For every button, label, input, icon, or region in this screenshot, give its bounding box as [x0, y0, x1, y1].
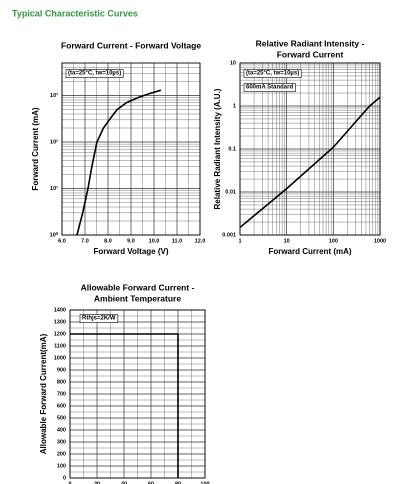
annotation: (ta=25°C, tw=10µs) [68, 71, 121, 77]
x-tick-label: 0 [68, 481, 71, 484]
x-axis-label: Forward Voltage (V) [94, 247, 169, 256]
x-tick-label: 6.0 [58, 238, 66, 244]
y-tick-label: 1200 [54, 331, 66, 337]
y-tick-label: 300 [57, 439, 66, 445]
y-tick-label: 800 [57, 379, 66, 385]
x-tick-label: 9.0 [127, 238, 135, 244]
x-tick-label: 7.0 [81, 238, 89, 244]
annotation: Rthjs=2K/W [82, 316, 116, 322]
y-tick-label: 1 [233, 103, 236, 109]
chart-title: Relative Radiant Intensity - [256, 38, 365, 48]
series-line [239, 96, 381, 229]
x-tick-label: 20 [94, 481, 100, 484]
y-tick-label: 10¹ [50, 185, 58, 192]
y-tick-label: 600 [57, 403, 66, 409]
y-tick-label: 10³ [50, 92, 58, 99]
y-tick-label: 200 [57, 451, 66, 457]
plot-frame [239, 62, 381, 236]
y-tick-label: 1000 [54, 355, 66, 361]
y-tick-label: 1100 [54, 343, 66, 349]
y-axis-label: Relative Radiant Intensity (A.U.) [213, 88, 222, 209]
annotation: 600mA Standard [246, 85, 293, 91]
chart-title: Forward Current - Forward Voltage [61, 40, 201, 50]
plot-frame [61, 62, 201, 236]
page-title: Typical Characteristic Curves [12, 8, 138, 18]
x-tick-label: 11.0 [172, 238, 182, 244]
y-axis-label: Allowable Forward Current(mA) [39, 333, 48, 454]
x-tick-label: 100 [329, 238, 338, 244]
annotation-box [243, 83, 296, 92]
y-tick-label: 10⁰ [50, 231, 59, 238]
y-tick-label: 0.001 [222, 232, 236, 238]
y-tick-label: 400 [57, 427, 66, 433]
x-tick-label: 80 [175, 481, 181, 484]
chart-title: Ambient Temperature [94, 293, 181, 303]
x-tick-label: 10.0 [149, 238, 160, 244]
y-tick-label: 700 [57, 391, 66, 397]
y-tick-label: 10² [50, 138, 58, 145]
x-tick-label: 10 [284, 238, 290, 244]
x-tick-label: 40 [121, 481, 127, 484]
y-tick-label: 100 [57, 463, 66, 469]
y-tick-label: 0.01 [225, 189, 236, 195]
chart-title: Allowable Forward Current - [81, 282, 195, 292]
plot-frame [69, 309, 206, 479]
y-tick-label: 0 [63, 475, 66, 481]
y-tick-label: 0.1 [228, 146, 236, 152]
x-tick-label: 1000 [374, 238, 386, 244]
y-axis-label: Forward Current (mA) [31, 107, 40, 190]
x-tick-label: 12.0 [195, 238, 206, 244]
annotation-box [243, 69, 302, 78]
annotation-box [65, 69, 124, 78]
series-line [70, 333, 179, 478]
chart-title: Forward Current [277, 49, 344, 59]
y-tick-label: 1300 [54, 319, 66, 325]
x-tick-label: 100 [200, 481, 209, 484]
y-tick-label: 900 [57, 367, 66, 373]
x-tick-label: 60 [148, 481, 154, 484]
series-line [76, 89, 162, 236]
x-axis-label: Forward Current (mA) [268, 247, 351, 256]
y-tick-label: 1400 [54, 307, 66, 313]
annotation: (ta=25°C, tw=10µs) [246, 71, 299, 77]
annotation-box [79, 314, 119, 323]
x-tick-label: 1 [238, 238, 241, 244]
y-tick-label: 10 [230, 60, 236, 66]
x-tick-label: 8.0 [104, 238, 112, 244]
y-tick-label: 500 [57, 415, 66, 421]
